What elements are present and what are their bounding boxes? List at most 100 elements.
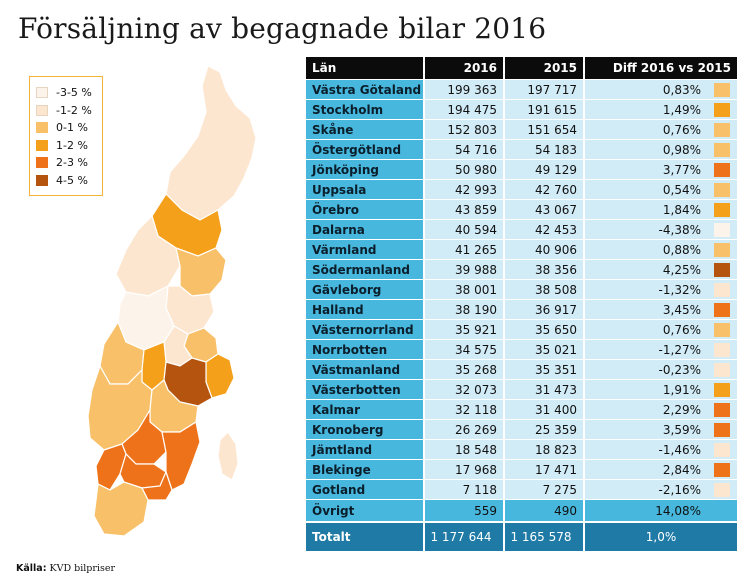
header-2015: 2015 xyxy=(503,57,583,79)
cell-2016: 54 716 xyxy=(423,139,503,159)
cell-2015: 38 356 xyxy=(503,259,583,279)
cell-lan: Norrbotten xyxy=(304,339,423,359)
legend-swatch xyxy=(36,104,48,116)
table-row: Östergötland 54 716 54 183 0,98% xyxy=(304,139,737,159)
table-row: Kalmar 32 118 31 400 2,29% xyxy=(304,399,737,419)
cell-2015: 151 654 xyxy=(503,119,583,139)
cell-swatch xyxy=(707,399,737,419)
legend-label: 4-5 % xyxy=(56,173,88,187)
cell-2016: 34 575 xyxy=(423,339,503,359)
cell-2015: 42 760 xyxy=(503,179,583,199)
cell-diff: 14,08% xyxy=(583,499,707,521)
legend-label: 0-1 % xyxy=(56,121,88,135)
cell-2015: 36 917 xyxy=(503,299,583,319)
cell-lan: Värmland xyxy=(304,239,423,259)
cell-lan: Gotland xyxy=(304,479,423,499)
cell-lan: Västernorrland xyxy=(304,319,423,339)
cell-lan: Skåne xyxy=(304,119,423,139)
diff-color-swatch xyxy=(714,482,730,497)
cell-swatch xyxy=(707,339,737,359)
cell-diff: 0,76% xyxy=(583,319,707,339)
cell-2015: 490 xyxy=(503,499,583,521)
cell-2016: 32 073 xyxy=(423,379,503,399)
diff-color-swatch xyxy=(714,102,730,117)
legend-label: 2-3 % xyxy=(56,156,88,170)
legend-item: 2-3 % xyxy=(36,154,102,172)
cell-lan: Dalarna xyxy=(304,219,423,239)
cell-2015: 25 359 xyxy=(503,419,583,439)
diff-color-swatch xyxy=(714,202,730,217)
cell-swatch xyxy=(707,259,737,279)
cell-diff: 0,98% xyxy=(583,139,707,159)
map-region-kalmar xyxy=(161,421,201,491)
cell-diff: -1,46% xyxy=(583,439,707,459)
cell-2016: 152 803 xyxy=(423,119,503,139)
table-row: Västmanland 35 268 35 351 -0,23% xyxy=(304,359,737,379)
source-text: KVD bilpriser xyxy=(49,563,115,574)
cell-2016: 32 118 xyxy=(423,399,503,419)
legend-swatch xyxy=(36,157,48,169)
table-row: Blekinge 17 968 17 471 2,84% xyxy=(304,459,737,479)
cell-diff: 2,84% xyxy=(583,459,707,479)
cell-2015: 38 508 xyxy=(503,279,583,299)
diff-color-swatch xyxy=(714,402,730,417)
cell-2015: 54 183 xyxy=(503,139,583,159)
diff-color-swatch xyxy=(714,362,730,377)
cell-2015: 49 129 xyxy=(503,159,583,179)
cell-swatch xyxy=(707,319,737,339)
chart-title: Försäljning av begagnade bilar 2016 xyxy=(18,12,547,45)
cell-lan: Södermanland xyxy=(304,259,423,279)
cell-2016: 38 001 xyxy=(423,279,503,299)
table-row: Gävleborg 38 001 38 508 -1,32% xyxy=(304,279,737,299)
legend-label: 1-2 % xyxy=(56,138,88,152)
cell-swatch xyxy=(707,119,737,139)
cell-2016: 199 363 xyxy=(423,79,503,99)
cell-diff: 1,49% xyxy=(583,99,707,119)
cell-2016: 559 xyxy=(423,499,503,521)
legend-item: 4-5 % xyxy=(36,172,102,190)
cell-2015: 35 650 xyxy=(503,319,583,339)
source-note: Källa: KVD bilpriser xyxy=(16,563,115,574)
cell-2016: 38 190 xyxy=(423,299,503,319)
cell-2016: 7 118 xyxy=(423,479,503,499)
cell-swatch xyxy=(707,499,737,521)
map-region-stockholm xyxy=(205,353,235,399)
cell-diff: 1,91% xyxy=(583,379,707,399)
cell-diff: 0,54% xyxy=(583,179,707,199)
cell-lan: Västmanland xyxy=(304,359,423,379)
cell-2015: 7 275 xyxy=(503,479,583,499)
cell-swatch xyxy=(707,79,737,99)
cell-swatch xyxy=(707,239,737,259)
diff-color-swatch xyxy=(714,162,730,177)
cell-diff: 1,0% xyxy=(583,521,737,551)
table-row: Västra Götaland 199 363 197 717 0,83% xyxy=(304,79,737,99)
table-row: Kronoberg 26 269 25 359 3,59% xyxy=(304,419,737,439)
table-row: Värmland 41 265 40 906 0,88% xyxy=(304,239,737,259)
cell-lan: Totalt xyxy=(304,521,423,551)
cell-2016: 17 968 xyxy=(423,459,503,479)
cell-swatch xyxy=(707,179,737,199)
cell-lan: Stockholm xyxy=(304,99,423,119)
cell-2015: 18 823 xyxy=(503,439,583,459)
legend-item: -1-2 % xyxy=(36,102,102,120)
map-region-vasternorrland xyxy=(175,247,227,297)
cell-2016: 42 993 xyxy=(423,179,503,199)
legend-swatch xyxy=(36,87,48,99)
diff-color-swatch xyxy=(714,262,730,277)
cell-diff: 0,83% xyxy=(583,79,707,99)
cell-lan: Jönköping xyxy=(304,159,423,179)
cell-2015: 191 615 xyxy=(503,99,583,119)
table-row: Jämtland 18 548 18 823 -1,46% xyxy=(304,439,737,459)
diff-color-swatch xyxy=(714,242,730,257)
legend-swatch xyxy=(36,122,48,134)
cell-lan: Jämtland xyxy=(304,439,423,459)
legend-item: 1-2 % xyxy=(36,137,102,155)
cell-2015: 31 400 xyxy=(503,399,583,419)
table-row: Stockholm 194 475 191 615 1,49% xyxy=(304,99,737,119)
cell-diff: -4,38% xyxy=(583,219,707,239)
table-row: Västernorrland 35 921 35 650 0,76% xyxy=(304,319,737,339)
cell-swatch xyxy=(707,359,737,379)
table-row: Gotland 7 118 7 275 -2,16% xyxy=(304,479,737,499)
diff-color-swatch xyxy=(714,382,730,397)
cell-2015: 197 717 xyxy=(503,79,583,99)
